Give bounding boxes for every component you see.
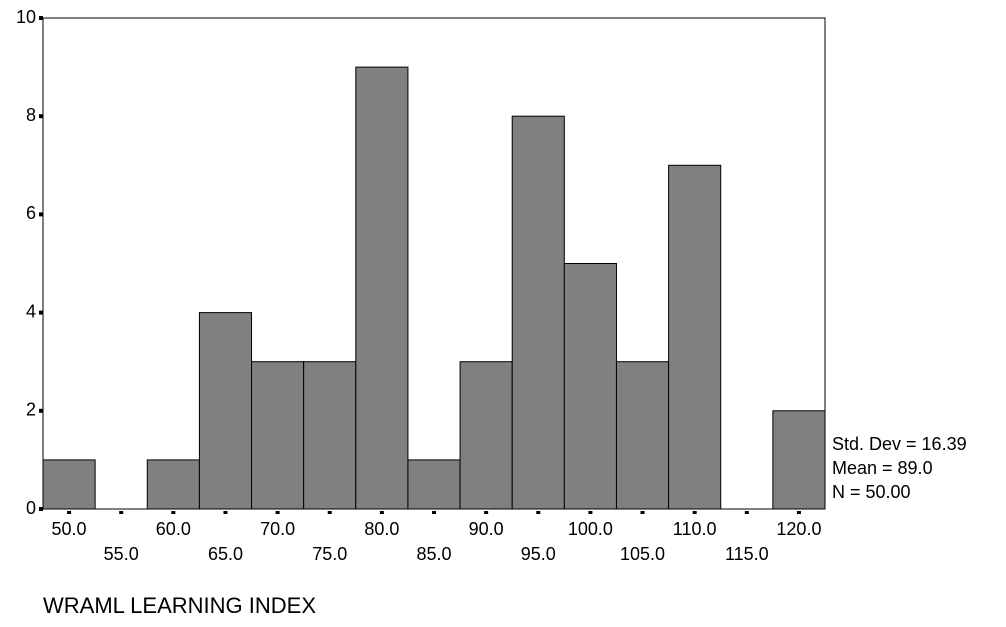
x-tick-mark [536,511,541,514]
y-tick-mark [39,16,43,20]
x-tick-label: 80.0 [364,519,399,539]
x-tick-mark [275,511,280,514]
x-tick-label: 100.0 [568,519,613,539]
y-tick-label: 0 [26,498,36,518]
x-tick-mark [796,511,801,514]
y-tick-label: 8 [26,105,36,125]
x-tick-mark [484,511,489,514]
x-tick-label: 115.0 [725,544,769,564]
x-axis-label: WRAML LEARNING INDEX [43,593,316,618]
y-tick-label: 10 [16,7,36,27]
x-tick-label: 90.0 [469,519,504,539]
x-tick-mark [640,511,645,514]
bar [146,459,200,510]
x-tick-mark [67,511,72,514]
x-tick-label: 55.0 [104,544,139,564]
y-tick-label: 4 [26,301,36,321]
x-tick-label: 105.0 [620,544,665,564]
x-tick-label: 95.0 [521,544,556,564]
y-tick-mark [39,212,43,217]
x-tick-mark [223,511,228,514]
x-tick-label: 60.0 [156,519,191,539]
x-tick-label: 70.0 [260,519,295,539]
bar [303,361,357,510]
bar [563,263,617,510]
x-tick-mark [327,511,332,514]
stat-annotation: Mean = 89.0 [832,458,933,478]
bar [772,410,826,510]
y-tick-mark [39,507,43,511]
x-tick-label: 50.0 [52,519,87,539]
bar [668,164,722,510]
stat-annotation: N = 50.00 [832,482,911,502]
x-tick-mark [379,511,384,514]
x-tick-label: 65.0 [208,544,243,564]
stat-annotation: Std. Dev = 16.39 [832,434,967,454]
x-tick-mark [119,511,124,514]
y-tick-label: 6 [26,203,36,223]
bar [251,361,305,510]
bar [459,361,513,510]
x-tick-mark [588,511,593,514]
x-tick-label: 75.0 [312,544,347,564]
y-tick-label: 2 [26,400,36,420]
x-tick-label: 120.0 [776,519,821,539]
x-tick-mark [171,511,176,514]
bar [407,459,461,510]
x-tick-label: 85.0 [416,544,451,564]
bar [615,361,670,510]
x-tick-label: 110.0 [673,519,717,539]
bar [511,115,565,510]
x-tick-mark [432,511,436,514]
y-tick-mark [39,114,43,119]
y-tick-mark [39,310,43,315]
bar [355,66,409,510]
x-tick-mark [744,511,749,514]
bar [42,459,96,510]
bar [198,312,253,510]
y-tick-mark [39,408,43,413]
x-tick-mark [692,511,697,514]
